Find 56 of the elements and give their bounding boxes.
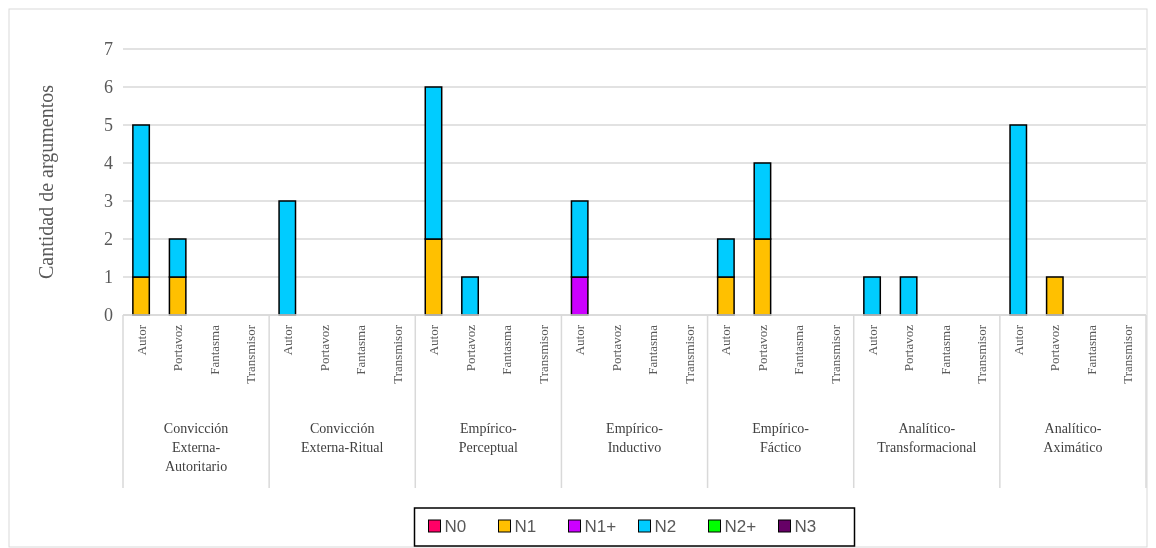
x-tick-label: Autor — [1010, 324, 1026, 356]
x-tick-label: Fantasma — [499, 324, 515, 375]
y-tick-label: 1 — [104, 267, 113, 288]
x-tick-label: Autor — [279, 324, 295, 356]
legend-label: N3 — [794, 516, 817, 536]
x-tick-label: Autor — [572, 324, 588, 356]
legend-label: N2+ — [724, 516, 757, 536]
legend-label: N1+ — [584, 516, 617, 536]
y-tick-label: 0 — [104, 305, 113, 326]
x-tick-label: Portavoz — [754, 324, 770, 372]
text: Empírico-Fáctico — [752, 421, 810, 455]
x-tick-label: Transmisor — [828, 324, 843, 384]
y-tick-label: 5 — [104, 115, 113, 136]
bar — [461, 276, 479, 316]
x-tick-label: Autor — [864, 324, 880, 356]
x-tick-label: Transmisor — [389, 324, 405, 384]
bar — [899, 276, 918, 316]
bar — [863, 276, 882, 316]
x-tick-label: Portavoz — [1047, 324, 1063, 372]
legend-label: N1 — [514, 516, 537, 536]
x-tick-label: Autor — [426, 324, 442, 356]
bar — [1009, 124, 1028, 316]
x-tick-label: Autor — [718, 324, 734, 356]
x-tick-label: Transmisor — [243, 324, 259, 384]
x-tick-label: Portavoz — [462, 324, 478, 372]
x-tick-label: Portavoz — [608, 324, 624, 372]
x-tick-label: Transmisor — [1120, 324, 1136, 384]
x-tick-label: Fantasma — [206, 324, 222, 375]
y-tick-label: 4 — [104, 153, 113, 174]
text: Analítico-Transformacional — [877, 421, 977, 455]
x-tick-label: Transmisor — [974, 324, 990, 384]
x-tick-label: Transmisor — [681, 324, 697, 384]
y-axis-title: Cantidad de argumentos — [35, 84, 58, 280]
legend-label: N2 — [654, 516, 677, 536]
y-tick-label: 2 — [104, 229, 113, 250]
bar — [278, 200, 297, 316]
y-tick-label: 7 — [104, 39, 113, 60]
y-tick-label: 6 — [104, 77, 113, 98]
legend-label: N0 — [444, 516, 467, 536]
bar — [1045, 276, 1064, 316]
x-tick-label: Fantasma — [791, 324, 807, 375]
x-tick-label: Fantasma — [937, 324, 953, 375]
text: Analítico-Aximático — [1043, 421, 1103, 455]
text: Convicción Externa-Ritual — [301, 421, 384, 455]
x-tick-label: Autor — [133, 324, 149, 356]
x-tick-label: Fantasma — [645, 324, 661, 375]
x-tick-label: Transmisor — [535, 324, 551, 384]
x-tick-label: Fantasma — [1083, 324, 1099, 375]
x-tick-label: Portavoz — [901, 324, 917, 372]
x-tick-label: Fantasma — [353, 324, 369, 375]
y-tick-label: 3 — [104, 191, 113, 212]
text: Convicción Externa-Autoritario — [163, 421, 229, 474]
text: Empírico-Perceptual — [458, 421, 518, 455]
text: Empírico-Inductivo — [606, 421, 664, 455]
x-tick-label: Portavoz — [316, 324, 332, 372]
x-tick-label: Portavoz — [170, 324, 186, 372]
